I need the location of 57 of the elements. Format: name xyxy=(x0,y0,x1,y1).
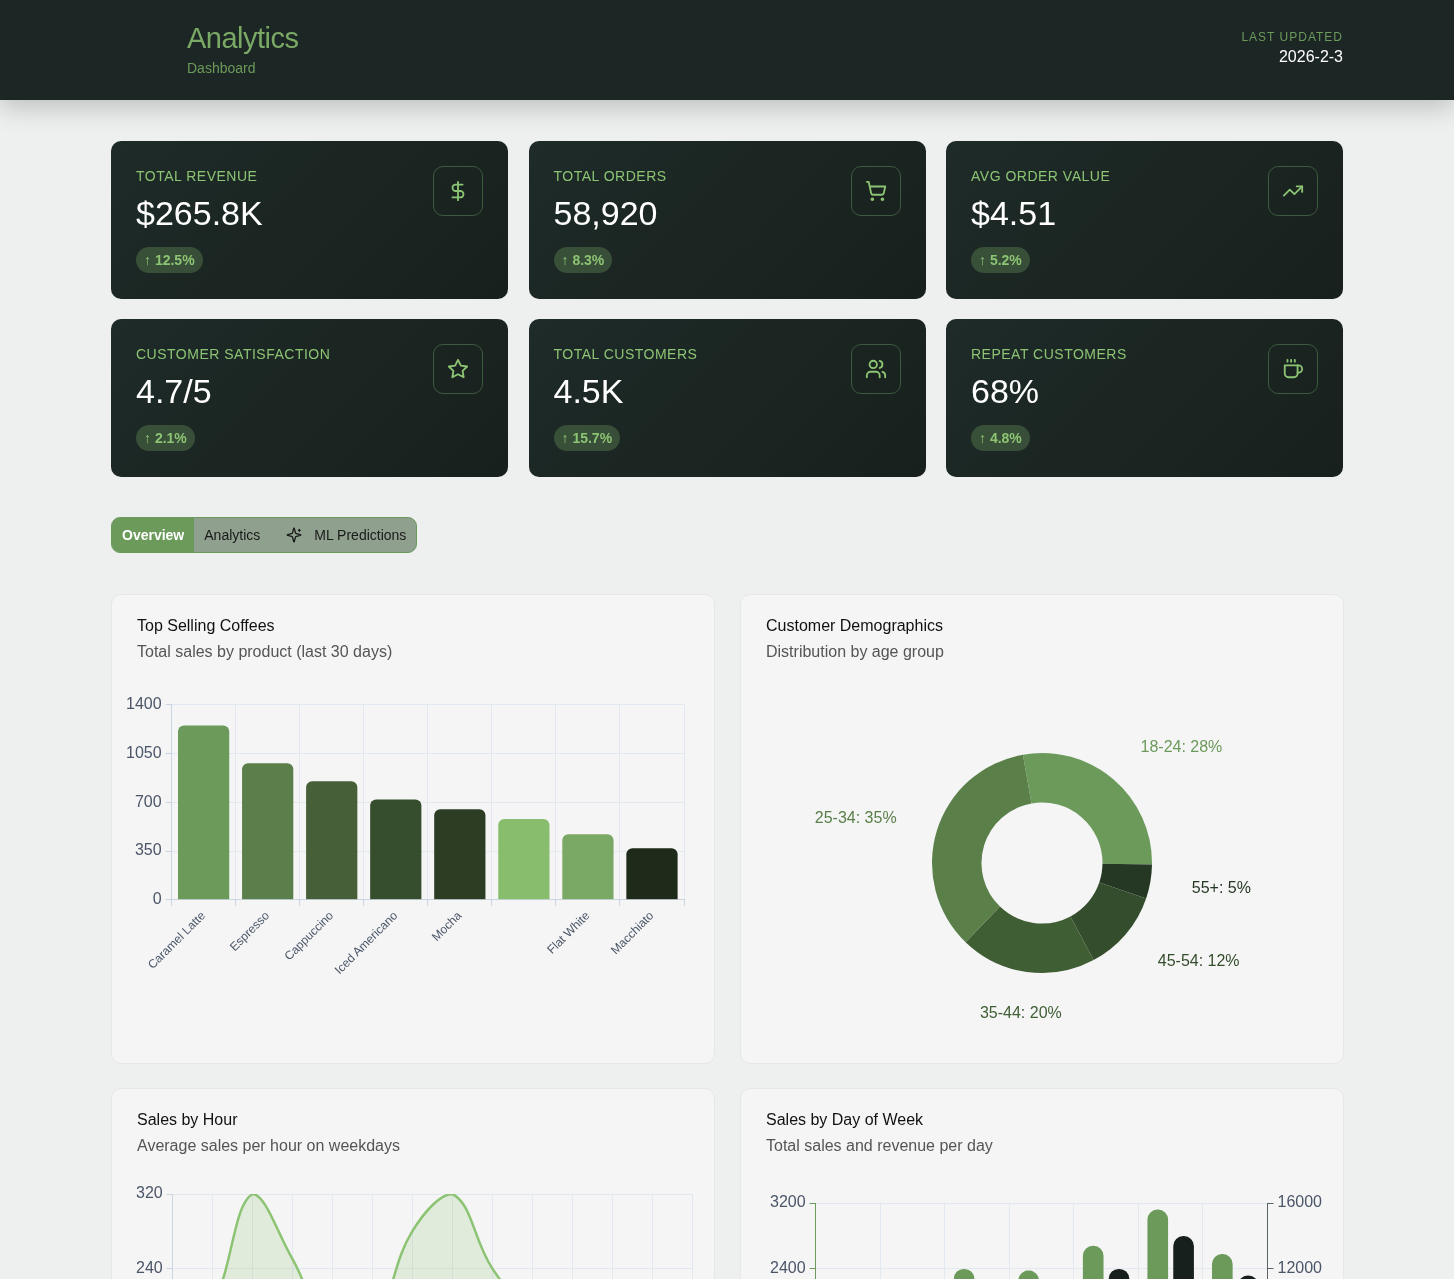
chart-subtitle: Total sales by product (last 30 days) xyxy=(137,643,393,661)
chart-title: Sales by Hour xyxy=(137,1111,238,1129)
text: TOTAL REVENUE xyxy=(136,168,258,184)
y-tick-label: 0 xyxy=(152,890,162,908)
chart-title: Customer Demographics xyxy=(766,617,943,635)
slice-label: 45-54: 12% xyxy=(1157,951,1240,969)
text: LAST UPDATED xyxy=(1241,30,1343,44)
text: 2026-2-3 xyxy=(1277,48,1343,66)
text: 4.5K xyxy=(553,372,624,411)
text: $265.8K xyxy=(136,194,263,233)
text: TOTAL CUSTOMERS xyxy=(553,346,698,362)
text: REPEAT CUSTOMERS xyxy=(971,346,1127,362)
y-tick-label: 320 xyxy=(135,1184,163,1202)
text: ↑ 2.1% xyxy=(136,425,195,451)
text: 58,920 xyxy=(553,194,658,233)
y-tick-label: 3200 xyxy=(770,1193,806,1211)
text: ↑ 8.3% xyxy=(553,247,613,273)
y-tick-label: 2400 xyxy=(770,1259,806,1277)
bar xyxy=(370,799,422,900)
slice-label: 18-24: 28% xyxy=(1140,737,1223,755)
y-tick-label: 700 xyxy=(134,792,162,810)
text: ↑ 4.8% xyxy=(971,425,1030,451)
text: ↑ 15.7% xyxy=(553,425,621,451)
y-tick-label: 350 xyxy=(134,841,162,859)
chart-subtitle: Total sales and revenue per day xyxy=(766,1137,993,1155)
text: ↑ 5.2% xyxy=(971,247,1030,273)
y2-tick-label: 12000 xyxy=(1277,1259,1323,1277)
text: Overview xyxy=(122,527,185,543)
y-tick-label: 240 xyxy=(135,1258,163,1276)
bar xyxy=(242,763,294,900)
text: Analytics xyxy=(204,527,261,543)
chart-title: Top Selling Coffees xyxy=(137,617,275,635)
chart-subtitle: Average sales per hour on weekdays xyxy=(137,1137,400,1155)
bar xyxy=(306,781,358,900)
y-tick-label: 1050 xyxy=(126,743,162,761)
bar xyxy=(498,818,550,900)
text: Dashboard xyxy=(187,60,256,76)
chart-subtitle: Distribution by age group xyxy=(766,643,944,661)
text: 4.7/5 xyxy=(136,372,212,411)
bar xyxy=(178,725,230,900)
text: $4.51 xyxy=(971,194,1057,233)
y-tick-label: 1400 xyxy=(126,695,162,713)
slice-label: 25-34: 35% xyxy=(814,808,897,826)
slice-label: 55+: 5% xyxy=(1191,879,1251,897)
chart-title: Sales by Day of Week xyxy=(766,1111,924,1129)
bar xyxy=(434,809,486,900)
text: TOTAL ORDERS xyxy=(553,168,667,184)
bar xyxy=(626,848,678,900)
text: AVG ORDER VALUE xyxy=(971,168,1111,184)
text: CUSTOMER SATISFACTION xyxy=(136,346,331,362)
slice-label: 35-44: 20% xyxy=(979,1003,1062,1021)
y2-tick-label: 16000 xyxy=(1277,1193,1323,1211)
text: 68% xyxy=(971,372,1040,411)
bar xyxy=(562,834,614,900)
text: ↑ 12.5% xyxy=(136,247,203,273)
text: Analytics xyxy=(187,22,299,55)
text: ML Predictions xyxy=(314,527,407,543)
